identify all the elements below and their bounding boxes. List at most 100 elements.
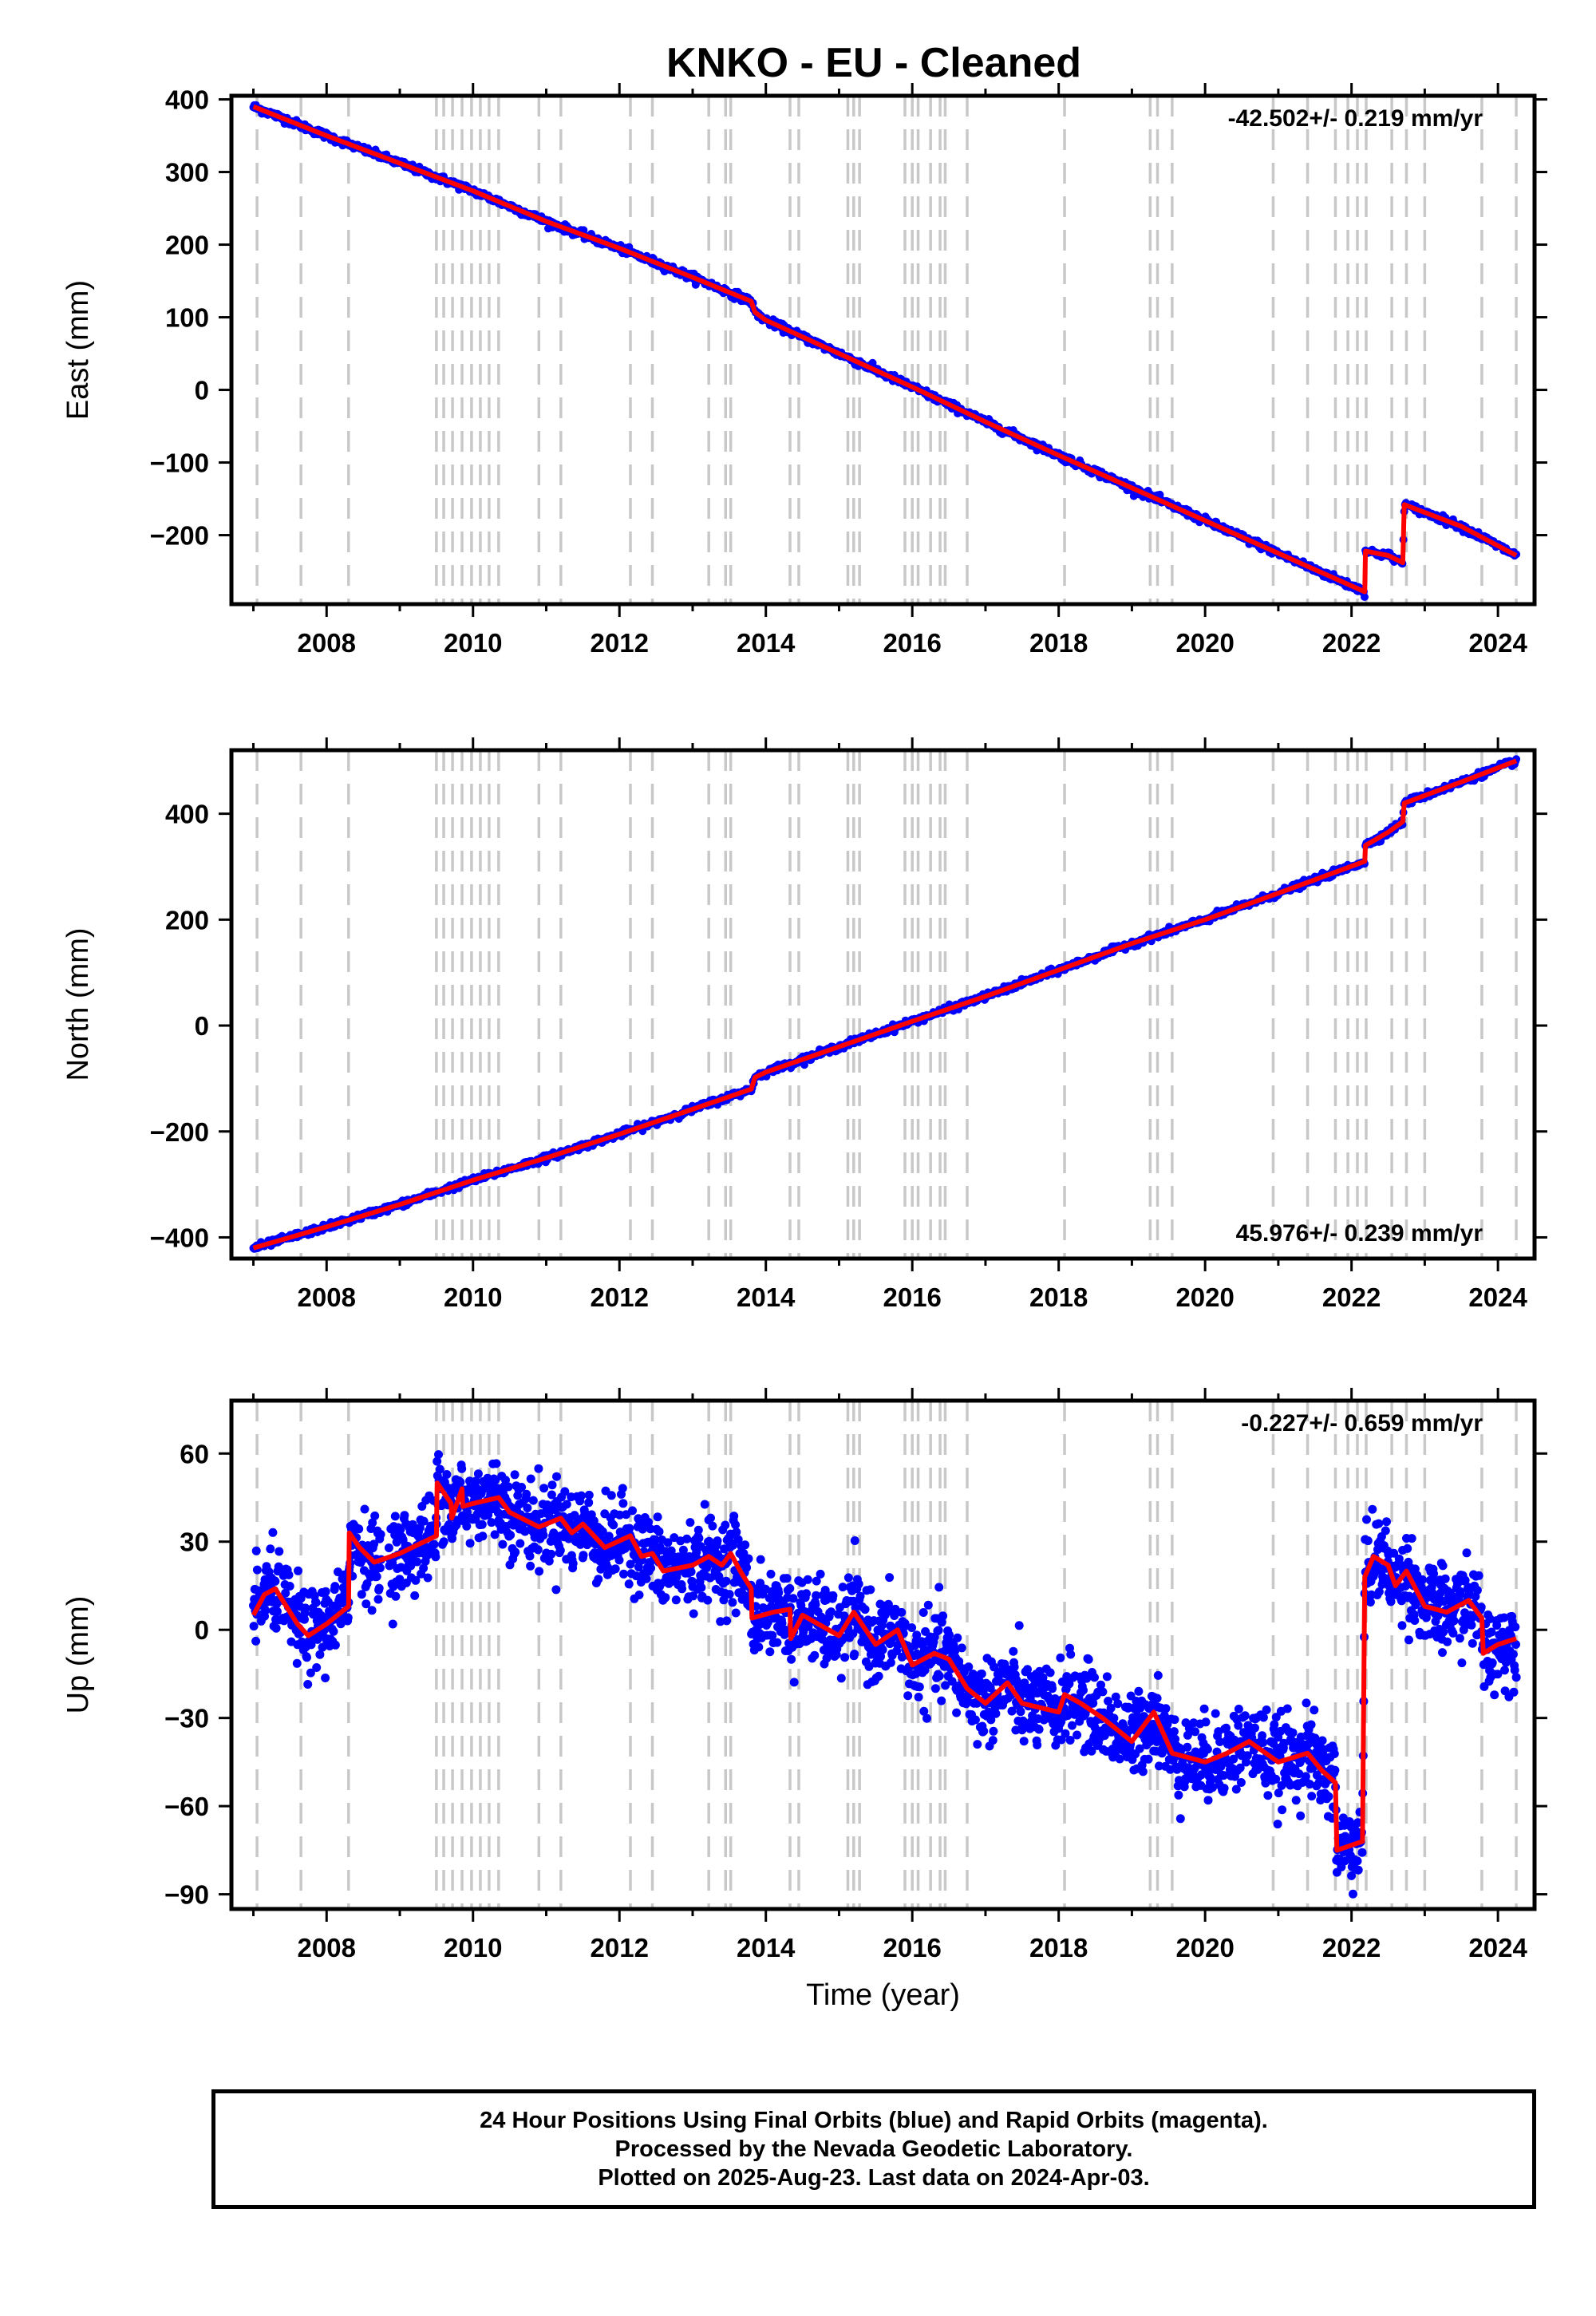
- x-tick-label: 2012: [591, 1282, 649, 1312]
- x-tick-label: 2010: [444, 628, 502, 658]
- data-point: [678, 1584, 687, 1594]
- data-point: [1068, 1721, 1077, 1730]
- data-point: [686, 1567, 696, 1576]
- data-point: [526, 1561, 535, 1571]
- data-point: [682, 1534, 692, 1543]
- data-point: [1016, 1707, 1025, 1717]
- data-point: [782, 1574, 792, 1583]
- data-point: [1066, 1650, 1076, 1659]
- data-point: [930, 1684, 940, 1694]
- data-point: [678, 1545, 688, 1555]
- data-point: [886, 1658, 895, 1667]
- data-point: [457, 1464, 467, 1473]
- data-point: [941, 1681, 950, 1690]
- data-point: [883, 1599, 893, 1609]
- data-point: [973, 1740, 982, 1749]
- data-point: [560, 1487, 570, 1496]
- data-point: [547, 1480, 557, 1490]
- data-point: [477, 1520, 487, 1529]
- data-point: [419, 1563, 429, 1573]
- data-point: [375, 1563, 385, 1573]
- data-point: [843, 1573, 853, 1583]
- data-point: [434, 1450, 443, 1460]
- data-point: [511, 1547, 520, 1557]
- data-point: [836, 1674, 846, 1683]
- event-lines: [255, 750, 1518, 1259]
- x-tick-label: 2022: [1322, 1282, 1381, 1312]
- data-point: [914, 1693, 923, 1701]
- data-point: [442, 1470, 452, 1479]
- x-tick-label: 2022: [1322, 628, 1381, 658]
- data-point: [361, 1599, 371, 1609]
- data-point: [410, 1591, 420, 1600]
- data-point: [878, 1645, 887, 1654]
- data-point: [1090, 1673, 1099, 1682]
- data-point: [742, 1563, 752, 1572]
- x-tick-label: 2008: [298, 1282, 356, 1312]
- data-point: [644, 1517, 654, 1527]
- y-tick-label: 400: [165, 800, 209, 829]
- data-point: [970, 1715, 980, 1725]
- data-point: [1009, 1646, 1018, 1656]
- data-point: [1048, 1684, 1057, 1694]
- y-axis-label: East (mm): [61, 280, 95, 420]
- data-point: [685, 1518, 695, 1528]
- data-point: [934, 1583, 944, 1592]
- data-point: [249, 1622, 259, 1631]
- data-point: [703, 1595, 713, 1605]
- data-point: [301, 1603, 310, 1613]
- data-point: [312, 1663, 322, 1672]
- data-point: [810, 1650, 820, 1660]
- data-point: [471, 1476, 480, 1486]
- data-point: [920, 1666, 930, 1675]
- data-point: [697, 1583, 706, 1592]
- data-point: [850, 1650, 859, 1658]
- data-point: [535, 1567, 544, 1576]
- data-point: [1056, 1653, 1065, 1662]
- data-point: [456, 1477, 465, 1487]
- data-point: [876, 1652, 886, 1662]
- data-point: [1019, 1737, 1029, 1746]
- data-point: [252, 1565, 262, 1575]
- data-point: [400, 1511, 409, 1520]
- data-point: [448, 1534, 457, 1543]
- data-point: [765, 1647, 775, 1657]
- data-point: [367, 1606, 377, 1615]
- data-point: [272, 1607, 282, 1616]
- data-point: [516, 1539, 525, 1548]
- data-point: [631, 1571, 641, 1581]
- data-point: [490, 1530, 500, 1539]
- data-point: [812, 1576, 821, 1586]
- data-point: [812, 1591, 821, 1600]
- data-point: [650, 1535, 660, 1544]
- data-point: [528, 1496, 538, 1505]
- data-point: [271, 1576, 280, 1586]
- data-point: [729, 1512, 739, 1521]
- data-point: [689, 1591, 698, 1601]
- data-point: [306, 1640, 316, 1650]
- data-point: [415, 1523, 425, 1532]
- data-point: [646, 1524, 655, 1534]
- data-point: [991, 1709, 1001, 1718]
- data-point: [294, 1566, 302, 1575]
- data-point: [731, 1520, 741, 1530]
- data-point: [1082, 1674, 1092, 1683]
- data-point: [774, 1588, 784, 1598]
- data-point: [934, 1626, 943, 1635]
- data-point: [922, 1713, 931, 1723]
- data-point: [533, 1545, 543, 1555]
- data-point: [772, 1638, 782, 1647]
- data-point: [663, 1538, 673, 1547]
- data-point: [396, 1524, 405, 1534]
- event-lines: [255, 96, 1518, 604]
- data-point: [517, 1483, 527, 1492]
- data-point: [584, 1490, 594, 1500]
- data-point: [539, 1484, 549, 1493]
- data-point: [803, 1575, 812, 1584]
- data-point: [388, 1619, 397, 1629]
- data-point: [376, 1530, 385, 1539]
- data-point: [721, 1576, 731, 1586]
- data-point: [827, 1607, 836, 1617]
- data-point: [725, 1590, 734, 1599]
- data-point: [604, 1531, 614, 1541]
